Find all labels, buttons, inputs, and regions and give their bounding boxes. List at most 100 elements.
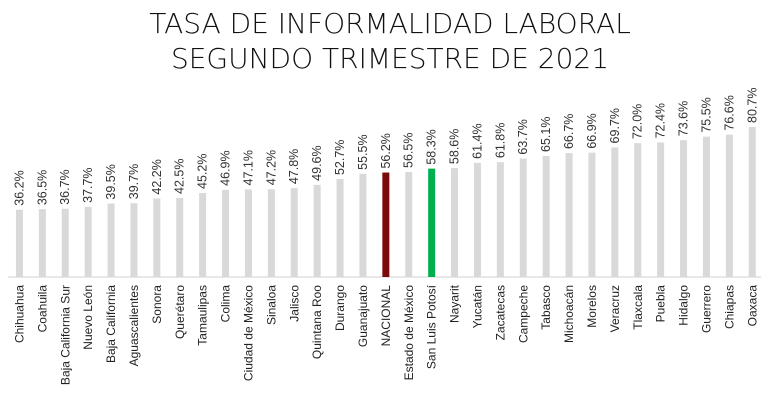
x-tick-label: Oaxaca [745,285,759,327]
value-label: 61.8% [493,123,507,158]
bar [542,155,550,277]
value-label: 49.6% [310,145,324,180]
x-tick-label: Querétaro [173,285,187,339]
bar [222,189,230,277]
bar [267,189,275,277]
bar [496,162,504,277]
bar [130,203,138,277]
x-tick-label: Michoacán [562,285,576,343]
bar [38,209,46,277]
bar [634,143,642,277]
bar [244,189,252,277]
bar [176,198,184,277]
bar [428,168,436,277]
x-tick-label: Tlaxcala [631,285,645,330]
value-label: 65.1% [539,117,553,152]
value-label: 47.2% [264,150,278,185]
value-label: 36.2% [12,170,26,205]
x-tick-label: Colima [219,285,233,323]
x-tick-label: Baja California [104,285,118,363]
x-tick-label: Ciudad de México [241,285,255,381]
bar [680,140,688,277]
x-tick-label: Durango [333,285,347,331]
value-label: 52.7% [333,140,347,175]
value-label: 58.6% [448,129,462,164]
chart-title: TASA DE INFORMALIDAD LABORAL [149,7,631,40]
chart-subtitle: SEGUNDO TRIMESTRE DE 2021 [171,42,609,75]
value-label: 56.2% [379,133,393,168]
x-tick-label: Chiapas [722,285,736,329]
value-label: 42.2% [150,159,164,194]
x-tick-label: Guanajuato [356,285,370,347]
bar [15,209,23,277]
value-label: 55.5% [356,134,370,169]
value-label: 63.7% [516,119,530,154]
x-tick-label: Chihuahua [12,285,26,343]
x-tick-label: Sinaloa [264,285,278,325]
value-label: 45.2% [196,154,210,189]
x-tick-label: Veracruz [608,285,622,332]
x-tick-label: Zacatecas [493,285,507,340]
bar [565,153,573,277]
x-tick-label: Tabasco [539,285,553,330]
x-tick-label: Nayarit [448,284,462,323]
x-tick-label: Tamaulipas [196,285,210,346]
bar [336,179,344,277]
value-label: 72.0% [631,104,645,139]
bar [313,184,321,277]
bar [451,168,459,277]
x-tick-label: Jalisco [287,285,301,322]
value-label: 66.9% [585,113,599,148]
x-tick-label: Quintana Roo [310,285,324,359]
x-tick-label: Estado de México [402,285,416,381]
value-label: 39.7% [127,164,141,199]
value-label: 69.7% [608,108,622,143]
value-label: 37.7% [81,167,95,202]
x-tick-label: San Luis Potosí [425,284,439,369]
bar [702,136,710,277]
x-tick-label: Guerrero [699,285,713,333]
value-label: 66.7% [562,114,576,149]
x-tick-label: Aguascalientes [127,285,141,366]
x-tick-label: Sonora [150,285,164,324]
value-label: 80.7% [745,88,759,123]
value-label: 36.5% [35,170,49,205]
bar [748,127,756,277]
bar [382,172,390,277]
bar [519,158,527,277]
x-tick-label: Baja California Sur [58,285,72,385]
bar [611,147,619,277]
x-tick-label: Yucatán [470,285,484,328]
bar [290,188,298,277]
x-tick-label: NACIONAL [379,285,393,347]
value-label: 58.3% [425,129,439,164]
value-label: 61.4% [470,123,484,158]
value-label: 73.6% [677,101,691,136]
bar [199,192,207,277]
x-tick-label: Coahuila [35,285,49,333]
bar [153,198,161,277]
value-label: 39.5% [104,164,118,199]
bar [588,152,596,277]
x-tick-label: Puebla [654,285,668,323]
bar [473,162,481,277]
value-label: 47.1% [241,150,255,185]
bar [84,206,92,277]
value-label: 76.6% [722,95,736,130]
bar [725,134,733,277]
value-label: 75.5% [699,97,713,132]
bar [359,173,367,277]
value-label: 46.9% [219,150,233,185]
bar [107,203,115,277]
x-tick-label: Morelos [585,285,599,328]
x-tick-label: Campeche [516,285,530,343]
bar [61,208,69,277]
value-label: 72.4% [654,103,668,138]
value-label: 42.5% [173,159,187,194]
bar [657,142,665,277]
value-label: 56.5% [402,133,416,168]
x-tick-label: Hidalgo [677,285,691,326]
bar [405,171,413,277]
value-label: 36.7% [58,169,72,204]
